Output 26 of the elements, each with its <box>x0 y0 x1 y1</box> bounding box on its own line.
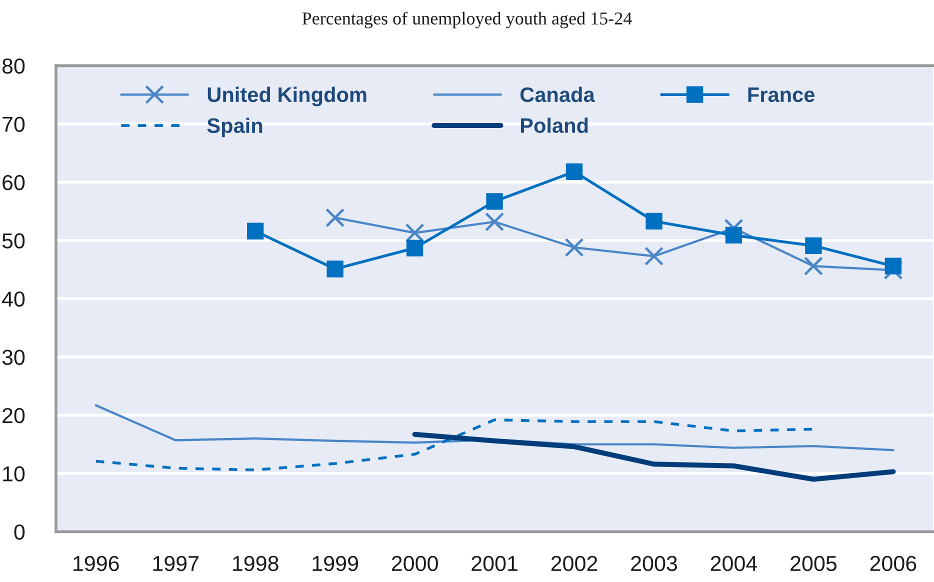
y-tick-label: 70 <box>2 116 25 132</box>
legend-label: Spain <box>207 118 262 138</box>
legend-label: United Kingdom <box>208 86 366 106</box>
x-tick-label: 2006 <box>870 556 916 572</box>
y-tick-label: 0 <box>14 524 25 540</box>
x-tick-label: 2001 <box>472 556 518 572</box>
x-tick-label: 1999 <box>312 556 358 572</box>
x-tick-label: 2004 <box>710 556 758 572</box>
legend-label: Canada <box>520 86 595 102</box>
y-tick-label: 20 <box>2 408 25 424</box>
x-tick-label: 2005 <box>790 556 837 572</box>
legend-label: Poland <box>520 118 588 133</box>
chart-title: Percentages of unemployed youth aged 15-24 <box>302 12 632 28</box>
x-tick-label: 1996 <box>74 556 119 572</box>
y-tick-label: 50 <box>2 233 25 248</box>
x-tick-label: 2000 <box>392 556 438 572</box>
y-tick-label: 30 <box>2 350 25 365</box>
legend-label: France <box>748 88 815 102</box>
x-tick-label: 1997 <box>153 556 198 572</box>
y-tick-label: 40 <box>2 291 25 307</box>
y-tick-label: 60 <box>2 174 25 190</box>
y-tick-label: 80 <box>2 58 25 74</box>
y-tick-label: 10 <box>3 466 25 482</box>
x-tick-label: 1998 <box>233 556 278 572</box>
x-tick-label: 2002 <box>551 556 598 572</box>
x-tick-label: 2003 <box>631 556 677 572</box>
